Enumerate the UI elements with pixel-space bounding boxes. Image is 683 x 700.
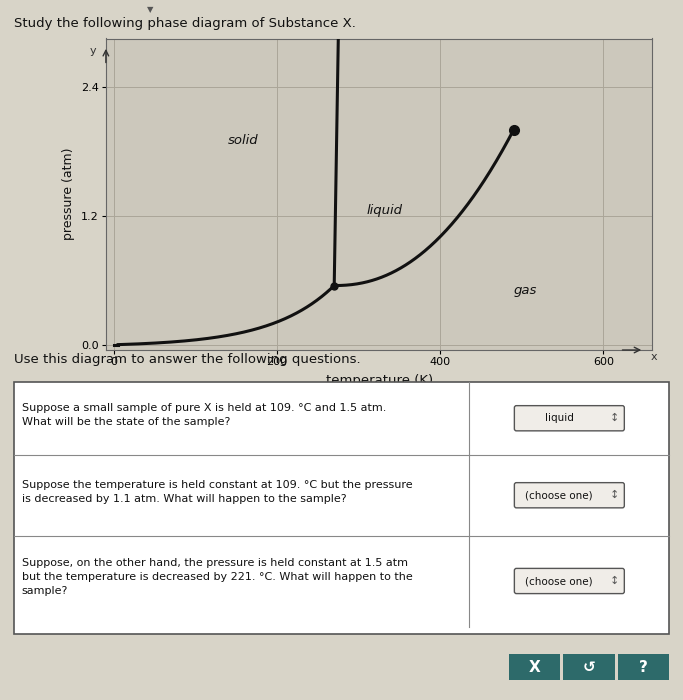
Text: gas: gas	[514, 284, 537, 298]
Text: Use this diagram to answer the following questions.: Use this diagram to answer the following…	[14, 354, 361, 367]
Text: Suppose the temperature is held constant at 109. °C but the pressure
is decrease: Suppose the temperature is held constant…	[22, 480, 413, 504]
Text: y: y	[89, 46, 96, 56]
Y-axis label: pressure (atm): pressure (atm)	[62, 148, 76, 241]
Text: solid: solid	[228, 134, 259, 147]
Text: ↕: ↕	[609, 576, 619, 586]
Text: Suppose a small sample of pure X is held at 109. °C and 1.5 atm.
What will be th: Suppose a small sample of pure X is held…	[22, 402, 386, 427]
Text: Study the following phase diagram of Substance X.: Study the following phase diagram of Sub…	[14, 18, 356, 31]
Text: liquid: liquid	[367, 204, 403, 217]
Text: Suppose, on the other hand, the pressure is held constant at 1.5 atm
but the tem: Suppose, on the other hand, the pressure…	[22, 559, 413, 596]
Text: liquid: liquid	[544, 413, 574, 424]
Text: (choose one): (choose one)	[525, 490, 593, 500]
Text: x: x	[651, 352, 657, 362]
Text: ▼: ▼	[147, 5, 154, 14]
Text: X: X	[529, 659, 540, 675]
Text: (choose one): (choose one)	[525, 576, 593, 586]
Text: ↺: ↺	[583, 659, 596, 675]
X-axis label: temperature (K): temperature (K)	[326, 374, 432, 387]
Text: ↕: ↕	[609, 490, 619, 500]
Text: ↕: ↕	[609, 413, 619, 424]
Text: ?: ?	[639, 659, 648, 675]
